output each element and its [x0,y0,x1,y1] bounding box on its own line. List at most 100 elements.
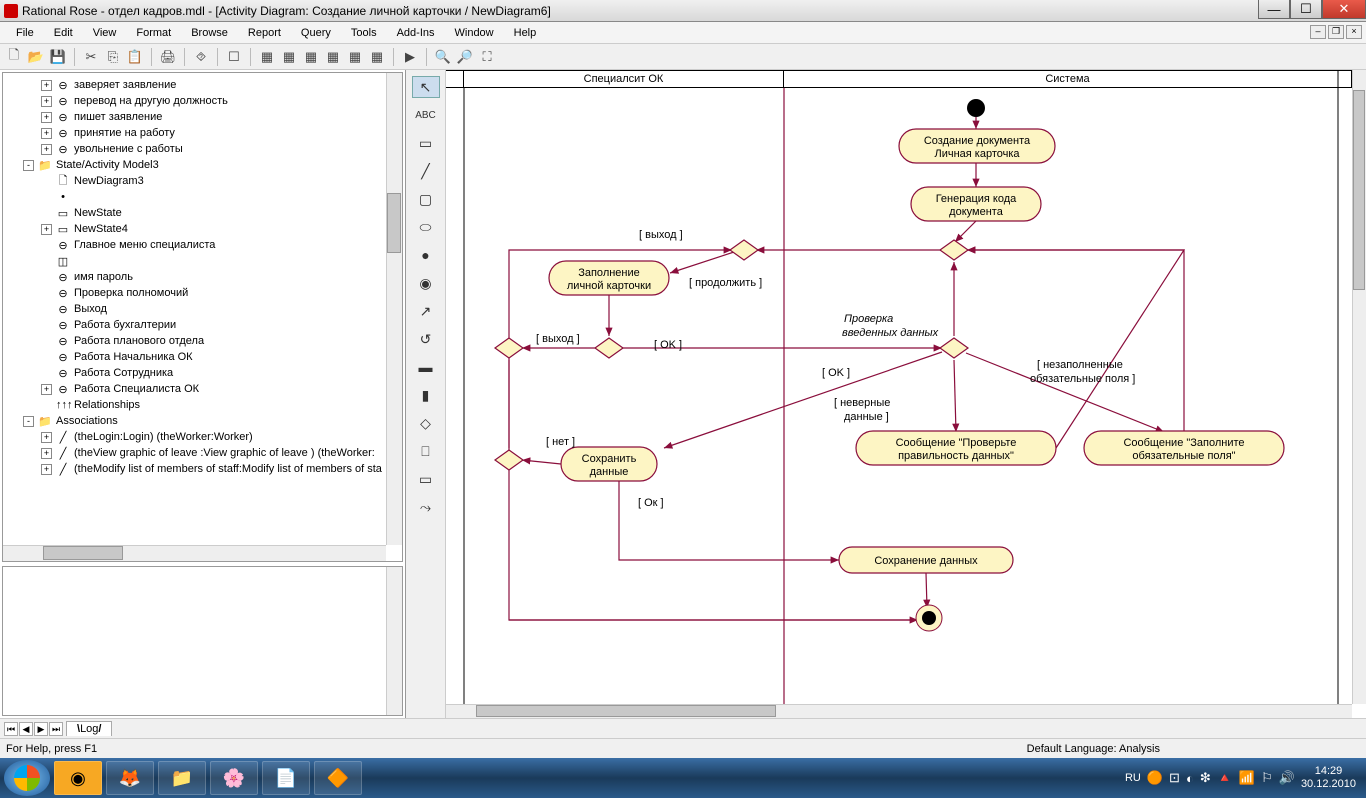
menu-add-ins[interactable]: Add-Ins [387,24,445,42]
diagram-hscrollbar[interactable] [446,704,1352,718]
tree-item[interactable]: +⊖перевод на другую должность [3,93,402,109]
start-button[interactable] [4,760,50,796]
text-icon[interactable]: ABC [412,104,440,126]
menu-help[interactable]: Help [504,24,547,42]
copy-icon[interactable]: ⎘ [103,47,123,67]
object-icon[interactable]: ▭ [412,468,440,490]
tree-item[interactable]: +⊖заверяет заявление [3,77,402,93]
vsync-icon[interactable]: ▮ [412,384,440,406]
diagram5-icon[interactable]: ▦ [345,47,365,67]
diagram3-icon[interactable]: ▦ [301,47,321,67]
browse-icon[interactable]: ☐ [224,47,244,67]
close-button[interactable]: ✕ [1322,0,1366,19]
objflow-icon[interactable]: ⤳ [412,496,440,518]
tree-item[interactable]: 🗋NewDiagram3 [3,173,402,189]
tree-item[interactable]: +⊖пишет заявление [3,109,402,125]
note-icon[interactable]: ▭ [412,132,440,154]
tree-item[interactable]: +╱(theLogin:Login) (theWorker:Worker) [3,429,402,445]
tree-hscrollbar[interactable] [3,545,386,561]
tree-item[interactable]: ⊖Работа Начальника ОК [3,349,402,365]
menu-edit[interactable]: Edit [44,24,83,42]
taskbar-app1-icon[interactable]: ◉ [54,761,102,795]
pointer-icon[interactable]: ↖ [412,76,440,98]
tree-item[interactable]: +╱(theView graphic of leave :View graphi… [3,445,402,461]
tray-icon5[interactable]: 🔺 [1217,770,1233,786]
menu-browse[interactable]: Browse [181,24,238,42]
doc-vscrollbar[interactable] [386,567,402,715]
mdi-close-button[interactable]: × [1346,25,1362,39]
activity-icon[interactable]: ⬭ [412,216,440,238]
tree-item[interactable]: ↑↑↑Relationships [3,397,402,413]
tree-item[interactable]: • [3,189,402,205]
tray-volume-icon[interactable]: 🔊 [1279,770,1295,786]
hsync-icon[interactable]: ▬ [412,356,440,378]
taskbar-firefox-icon[interactable]: 🦊 [106,761,154,795]
save-icon[interactable]: 💾 [48,47,68,67]
diagram6-icon[interactable]: ▦ [367,47,387,67]
diagram2-icon[interactable]: ▦ [279,47,299,67]
tray-clock[interactable]: 14:29 30.12.2010 [1301,765,1356,791]
diagram-vscrollbar[interactable] [1352,70,1366,704]
diagram4-icon[interactable]: ▦ [323,47,343,67]
menu-report[interactable]: Report [238,24,291,42]
diagram-canvas[interactable]: Создание документаЛичная карточкаГенерац… [446,70,1366,718]
tree-item[interactable]: +⊖принятие на работу [3,125,402,141]
taskbar-rose-icon[interactable]: 🔶 [314,761,362,795]
tab-first-button[interactable]: ⏮ [4,722,18,736]
start-icon[interactable]: ● [412,244,440,266]
log-tab[interactable]: \Log/ [66,721,112,736]
tray-icon4[interactable]: ❇ [1200,770,1211,786]
menu-window[interactable]: Window [445,24,504,42]
zoomout-icon[interactable]: 🔎 [455,47,475,67]
zoomin-icon[interactable]: 🔍 [433,47,453,67]
menu-tools[interactable]: Tools [341,24,387,42]
tree-vscrollbar[interactable] [386,73,402,545]
tab-next-button[interactable]: ▶ [34,722,48,736]
swimlane-icon[interactable]: ⎕ [412,440,440,462]
tree-item[interactable]: +⊖увольнение с работы [3,141,402,157]
taskbar-icq-icon[interactable]: 🌸 [210,761,258,795]
goto-icon[interactable]: ▶ [400,47,420,67]
maximize-button[interactable]: ☐ [1290,0,1322,19]
minimize-button[interactable]: — [1258,0,1290,19]
taskbar-explorer-icon[interactable]: 📁 [158,761,206,795]
tree-item[interactable]: ▭NewState [3,205,402,221]
mdi-minimize-button[interactable]: – [1310,25,1326,39]
tray-icon2[interactable]: ⊡ [1169,770,1180,786]
print-icon[interactable]: 🖨 [158,47,178,67]
tree-item[interactable]: ⊖имя пароль [3,269,402,285]
open-icon[interactable]: 📂 [26,47,46,67]
tree-item[interactable]: ⊖Главное меню специалиста [3,237,402,253]
mdi-restore-button[interactable]: ❐ [1328,25,1344,39]
fit-icon[interactable]: ⛶ [477,47,497,67]
tree-item[interactable]: ⊖Выход [3,301,402,317]
tray-icon3[interactable]: ◐ [1186,771,1194,786]
tree-item[interactable]: ⊖Проверка полномочий [3,285,402,301]
new-icon[interactable]: 🗋 [4,47,24,67]
tree-item[interactable]: ⊖Работа Сотрудника [3,365,402,381]
tree-item[interactable]: ⊖Работа планового отдела [3,333,402,349]
tab-last-button[interactable]: ⏭ [49,722,63,736]
paste-icon[interactable]: 📋 [125,47,145,67]
state-icon[interactable]: ▢ [412,188,440,210]
tree-item[interactable]: +▭NewState4 [3,221,402,237]
end-icon[interactable]: ◉ [412,272,440,294]
transition-icon[interactable]: ↗ [412,300,440,322]
tree-item[interactable]: +⊖Работа Специалиста ОК [3,381,402,397]
selftrans-icon[interactable]: ↺ [412,328,440,350]
cut-icon[interactable]: ✂ [81,47,101,67]
tree-item[interactable]: ⊖Работа бухгалтерии [3,317,402,333]
tree-item[interactable]: +╱(theModify list of members of staff:Mo… [3,461,402,477]
tray-network-icon[interactable]: 📶 [1239,770,1255,786]
tray-action-icon[interactable]: ⚐ [1261,770,1273,786]
tree-item[interactable]: ◫ [3,253,402,269]
diagram1-icon[interactable]: ▦ [257,47,277,67]
tree-item[interactable]: -📁Associations [3,413,402,429]
help-icon[interactable]: ⯑ [191,47,211,67]
menu-format[interactable]: Format [126,24,181,42]
tray-icon1[interactable]: 🟠 [1147,770,1163,786]
tab-prev-button[interactable]: ◀ [19,722,33,736]
tray-lang[interactable]: RU [1125,772,1141,784]
decision-icon[interactable]: ◇ [412,412,440,434]
menu-view[interactable]: View [83,24,127,42]
